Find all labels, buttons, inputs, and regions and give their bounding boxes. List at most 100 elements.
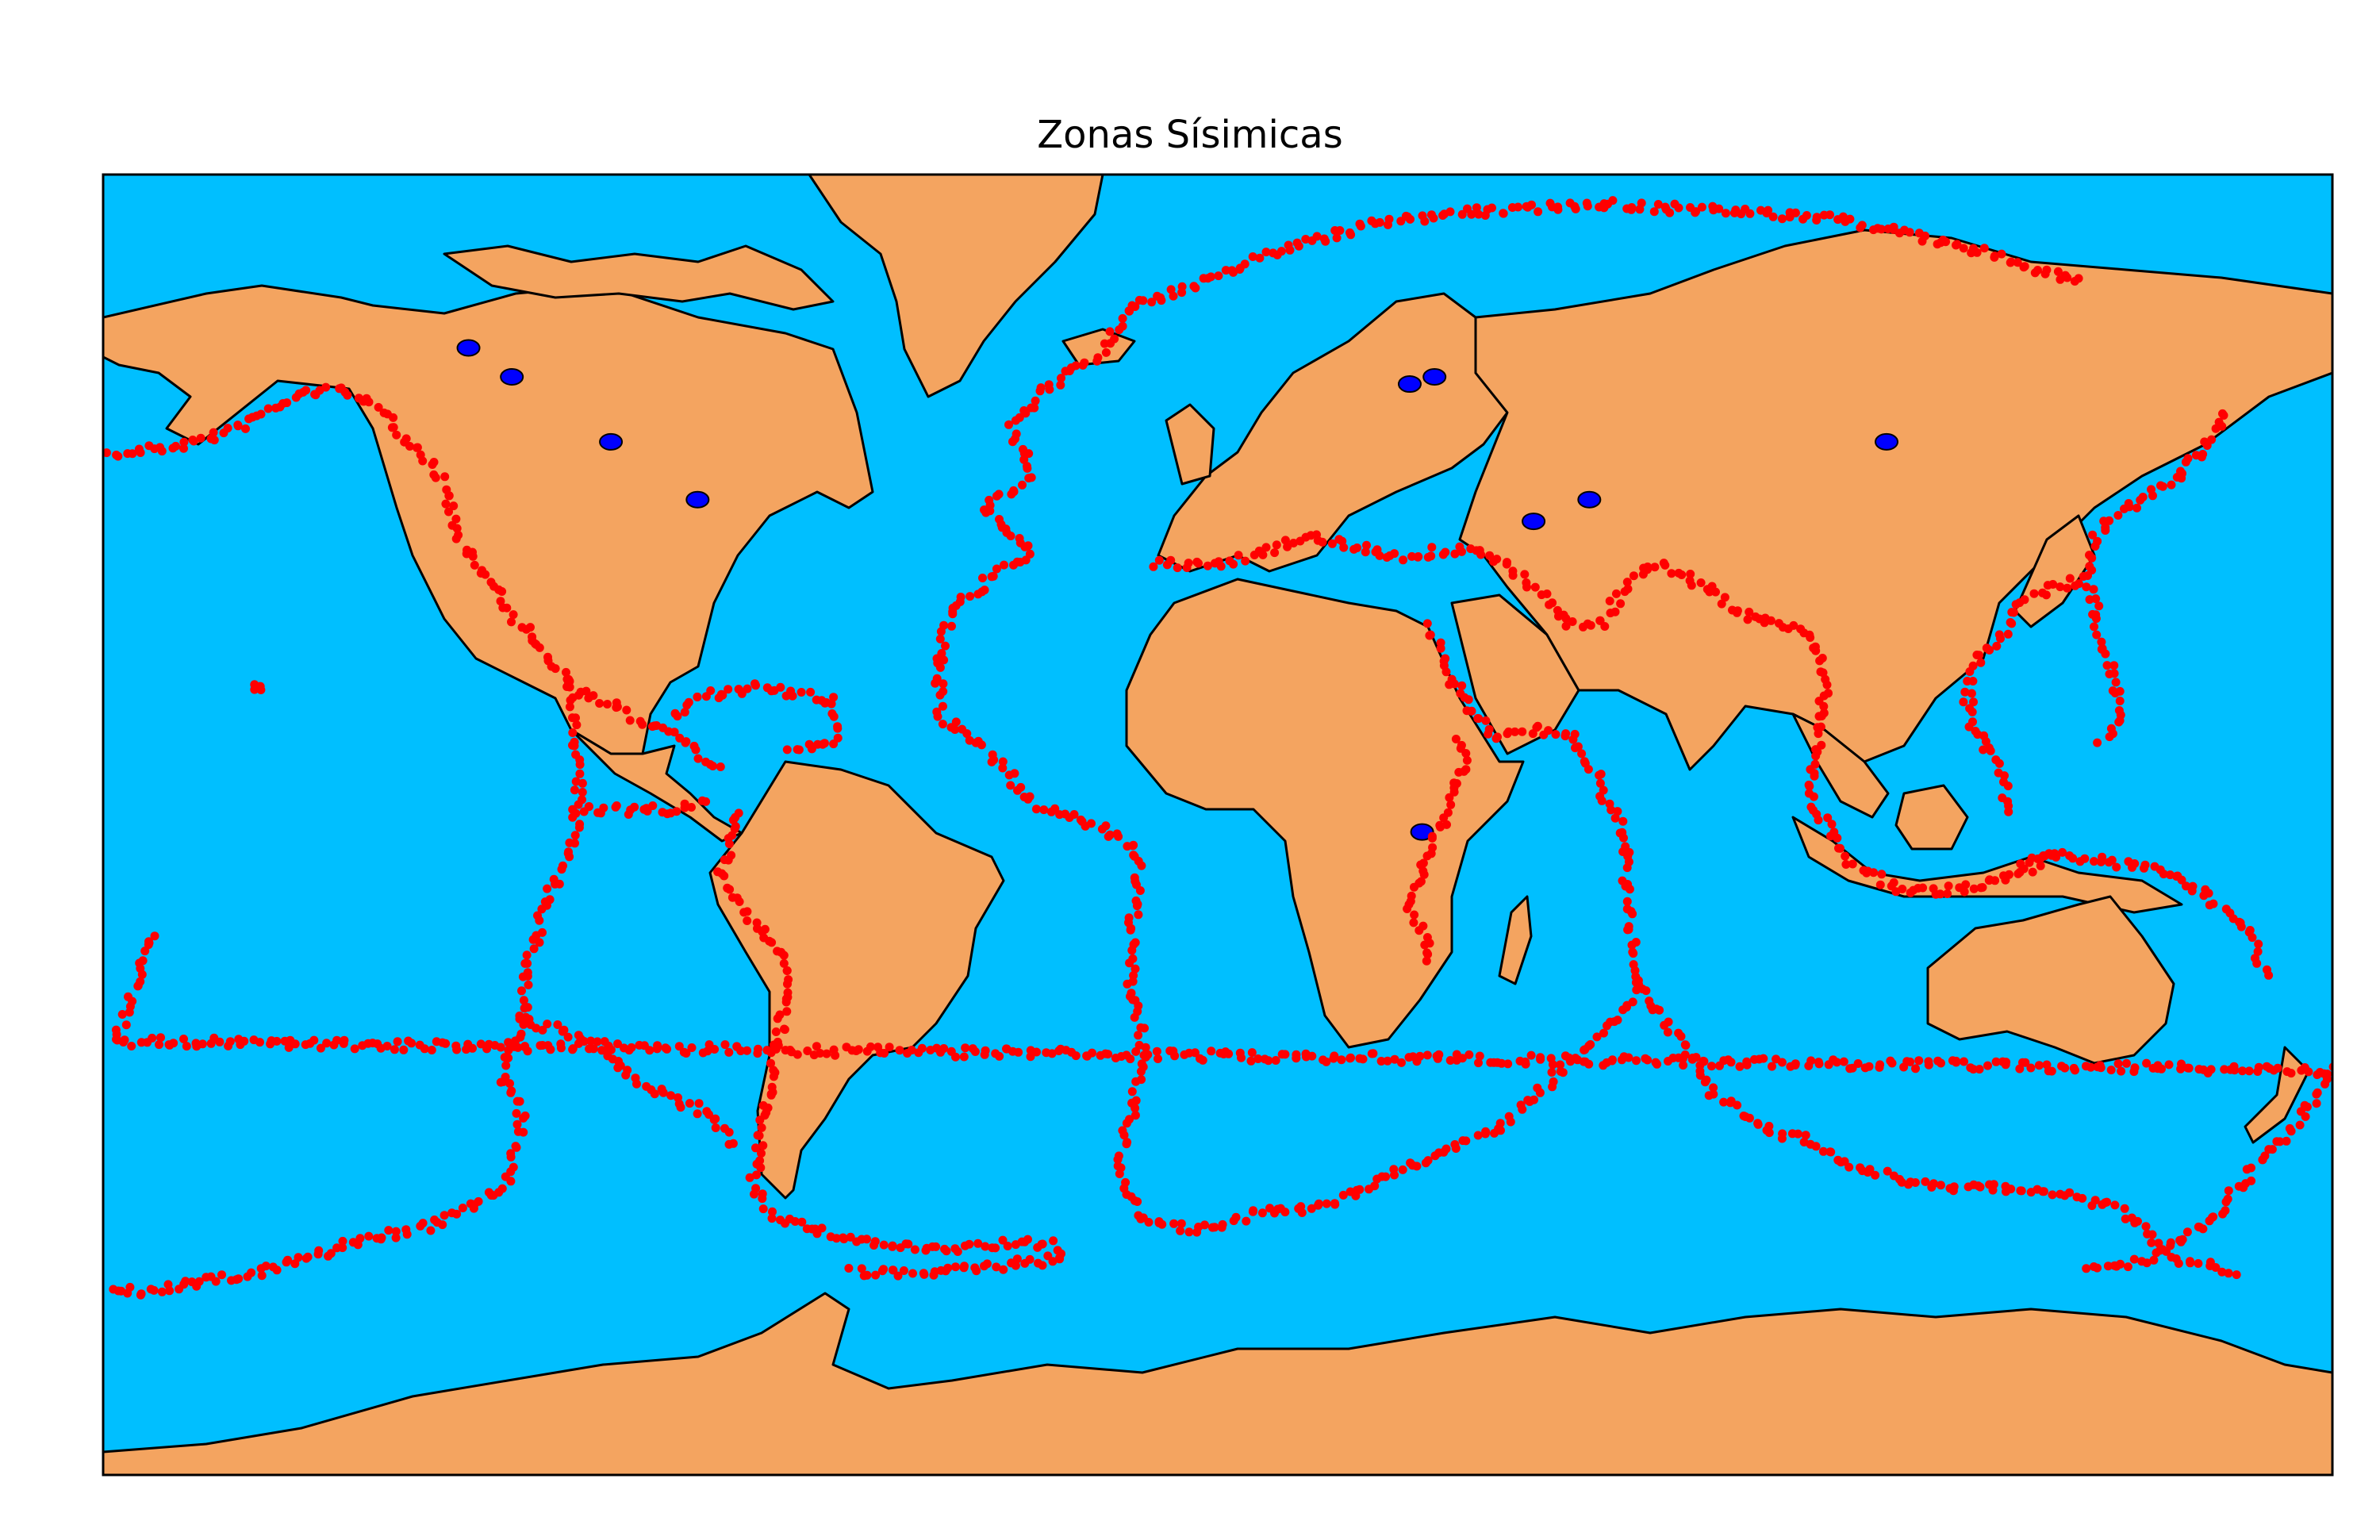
earthquake-point <box>1976 658 1986 667</box>
earthquake-point <box>1140 1023 1149 1033</box>
earthquake-point <box>157 1287 167 1296</box>
earthquake-point <box>1570 202 1580 211</box>
earthquake-point <box>1516 1100 1526 1110</box>
earthquake-point <box>2106 1066 2116 1075</box>
earthquake-point <box>829 693 839 702</box>
earthquake-point <box>1104 831 1113 841</box>
earthquake-point <box>992 1262 1001 1272</box>
earthquake-point <box>136 1290 145 1300</box>
earthquake-point <box>2147 1238 2156 1247</box>
earthquake-point <box>2209 899 2218 908</box>
earthquake-point <box>1969 697 1978 707</box>
earthquake-point <box>917 1043 927 1053</box>
earthquake-point <box>268 1262 278 1272</box>
earthquake-point <box>1410 910 1419 920</box>
earthquake-point <box>1229 267 1238 277</box>
earthquake-point <box>910 1245 919 1254</box>
earthquake-point <box>171 441 180 451</box>
earthquake-point <box>413 443 422 452</box>
lake-lake-onega <box>1422 367 1447 386</box>
earthquake-point <box>309 1035 319 1045</box>
earthquake-point <box>2043 581 2052 590</box>
earthquake-point <box>136 448 145 457</box>
seismic-zone-central-indian-ridge <box>1422 619 1645 993</box>
earthquake-point <box>1241 556 1250 566</box>
earthquake-point <box>706 686 716 695</box>
earthquake-point <box>322 1039 332 1048</box>
earthquake-point <box>1841 851 1850 861</box>
earthquake-point <box>1130 1104 1140 1113</box>
earthquake-point <box>121 1020 131 1030</box>
earthquake-point <box>1580 757 1589 766</box>
earthquake-point <box>1127 301 1137 310</box>
earthquake-point <box>589 1044 598 1054</box>
earthquake-point <box>523 971 532 981</box>
earthquake-point <box>1426 551 1436 561</box>
earthquake-point <box>803 1047 812 1055</box>
earthquake-point <box>1461 749 1471 758</box>
earthquake-point <box>754 1044 762 1054</box>
earthquake-point <box>2182 1227 2192 1237</box>
earthquake-point <box>1817 712 1826 720</box>
earthquake-point <box>1655 1005 1664 1015</box>
earthquake-point <box>1384 220 1392 229</box>
british-isles-landmass <box>1165 403 1215 486</box>
lake-lake-winnipeg <box>599 432 624 451</box>
earthquake-point <box>1499 209 1508 218</box>
earthquake-point <box>570 839 579 848</box>
earthquake-point <box>566 696 575 705</box>
earthquake-point <box>451 514 461 524</box>
earthquake-point <box>2048 1190 2057 1200</box>
earthquake-point <box>1914 1056 1924 1066</box>
earthquake-point <box>338 1236 347 1246</box>
earthquake-point <box>2219 411 2228 420</box>
earthquake-point <box>535 916 544 925</box>
earthquake-point <box>519 996 528 1005</box>
seismic-zone-scotia-arc <box>808 1223 1065 1281</box>
earthquake-point <box>711 1114 720 1123</box>
earthquake-point <box>1125 958 1134 968</box>
earthquake-point <box>2110 1200 2120 1210</box>
earthquake-point <box>1361 547 1370 557</box>
earthquake-point <box>1641 1054 1650 1063</box>
earthquake-point <box>1127 924 1136 933</box>
earthquake-point <box>1130 1012 1139 1022</box>
earthquake-point <box>1834 843 1843 853</box>
earthquake-point <box>391 1233 401 1242</box>
earthquake-point <box>272 1036 282 1046</box>
earthquake-point <box>1503 1059 1513 1069</box>
earthquake-point <box>1586 1040 1595 1049</box>
earthquake-point <box>1991 1057 2001 1066</box>
earthquake-point <box>1283 542 1292 551</box>
earthquake-point <box>1045 385 1054 394</box>
earthquake-point <box>753 1131 762 1140</box>
earthquake-point <box>1608 196 1618 205</box>
earthquake-point <box>1733 608 1741 617</box>
earthquake-point <box>1475 1051 1484 1061</box>
earthquake-point <box>2070 277 2079 286</box>
earthquake-point <box>1826 831 1835 841</box>
earthquake-point <box>1173 563 1182 573</box>
earthquake-point <box>1472 203 1481 213</box>
earthquake-point <box>1918 883 1928 893</box>
earthquake-point <box>1583 202 1592 211</box>
earthquake-point <box>182 1042 191 1051</box>
earthquake-point <box>429 458 439 467</box>
earthquake-point <box>1327 539 1337 548</box>
earthquake-point <box>2030 268 2040 278</box>
earthquake-point <box>951 1262 960 1272</box>
earthquake-point <box>1691 1053 1701 1062</box>
earthquake-point <box>2102 661 2112 670</box>
earthquake-point <box>1898 885 1907 893</box>
earthquake-point <box>1948 1186 1958 1196</box>
earthquake-point <box>1050 804 1060 813</box>
earthquake-point <box>839 1233 848 1242</box>
earthquake-point <box>1216 562 1226 571</box>
earthquake-point <box>2013 869 2023 878</box>
earthquake-point <box>1006 532 1015 540</box>
earthquake-point <box>1936 889 1945 899</box>
earthquake-point <box>782 966 792 975</box>
earthquake-point <box>1000 560 1008 570</box>
earthquake-point <box>961 1043 970 1053</box>
earthquake-point <box>1234 551 1243 560</box>
